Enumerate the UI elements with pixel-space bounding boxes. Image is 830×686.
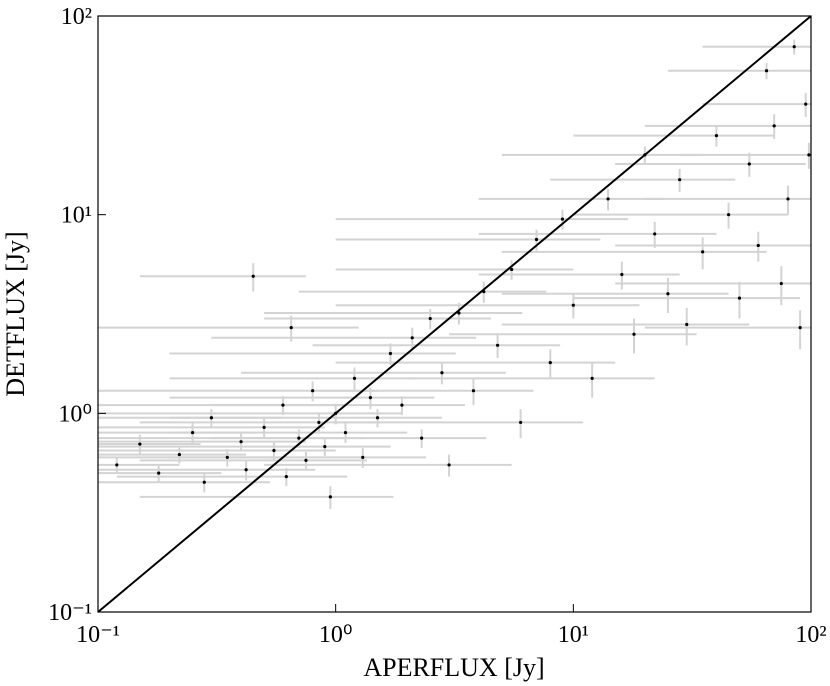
point [239,440,243,444]
point [368,396,372,400]
point [138,442,142,446]
identity-line [98,16,811,612]
point [343,430,348,435]
point [798,326,802,330]
point [678,178,682,182]
y-tick-label: 10¹ [61,203,92,229]
point [632,332,636,336]
point [262,425,266,429]
point [190,430,195,435]
point [428,316,432,321]
point [281,403,285,407]
point [685,322,689,327]
point [311,389,315,393]
point [510,267,514,272]
y-axis-label: DETFLUX [Jy] [1,231,30,396]
point [726,213,731,217]
point [804,102,808,106]
point [714,134,719,138]
point [457,311,461,315]
plot-frame [97,15,812,613]
point [606,197,610,201]
point [519,420,523,425]
point [361,455,365,460]
point [375,416,380,420]
point [334,411,338,415]
point [317,420,321,425]
point [620,272,624,277]
point [400,403,404,407]
point [701,250,705,254]
point [157,471,161,475]
point [447,463,451,467]
point [251,274,255,278]
x-tick-label: 10¹ [558,622,589,648]
x-tick-label: 10² [795,622,826,648]
point [272,448,276,453]
point [440,371,444,375]
point [482,289,486,294]
point [284,475,288,479]
point [792,45,796,49]
point [388,351,393,356]
point [772,124,776,128]
point [420,436,424,440]
plot-area [98,16,811,612]
point [244,468,248,472]
point [225,455,229,460]
point [328,495,332,499]
point [471,389,476,393]
x-tick-label: 10⁻¹ [76,622,120,648]
point [737,296,742,300]
point [495,343,500,347]
point [289,326,293,330]
point [779,281,783,286]
point [297,436,301,440]
point [323,445,327,449]
x-tick-label: 10⁰ [319,622,353,648]
point [807,153,811,157]
point [177,452,181,457]
point [202,480,206,484]
point [786,197,790,201]
y-tick-label: 10² [61,4,92,30]
point [352,376,357,380]
y-tick-label: 10⁻¹ [48,600,92,626]
point [534,237,539,242]
point [209,416,213,420]
y-tick-label: 10⁰ [58,401,92,427]
point [653,232,657,236]
point [764,69,769,73]
point [756,243,760,248]
point [666,292,670,296]
point [410,336,414,340]
x-axis-label: APERFLUX [Jy] [363,653,544,682]
point [571,303,575,307]
point [304,458,308,462]
point [548,361,552,365]
point [560,217,565,221]
point [590,376,594,380]
point [747,162,751,166]
point [643,153,647,157]
point [115,463,119,467]
